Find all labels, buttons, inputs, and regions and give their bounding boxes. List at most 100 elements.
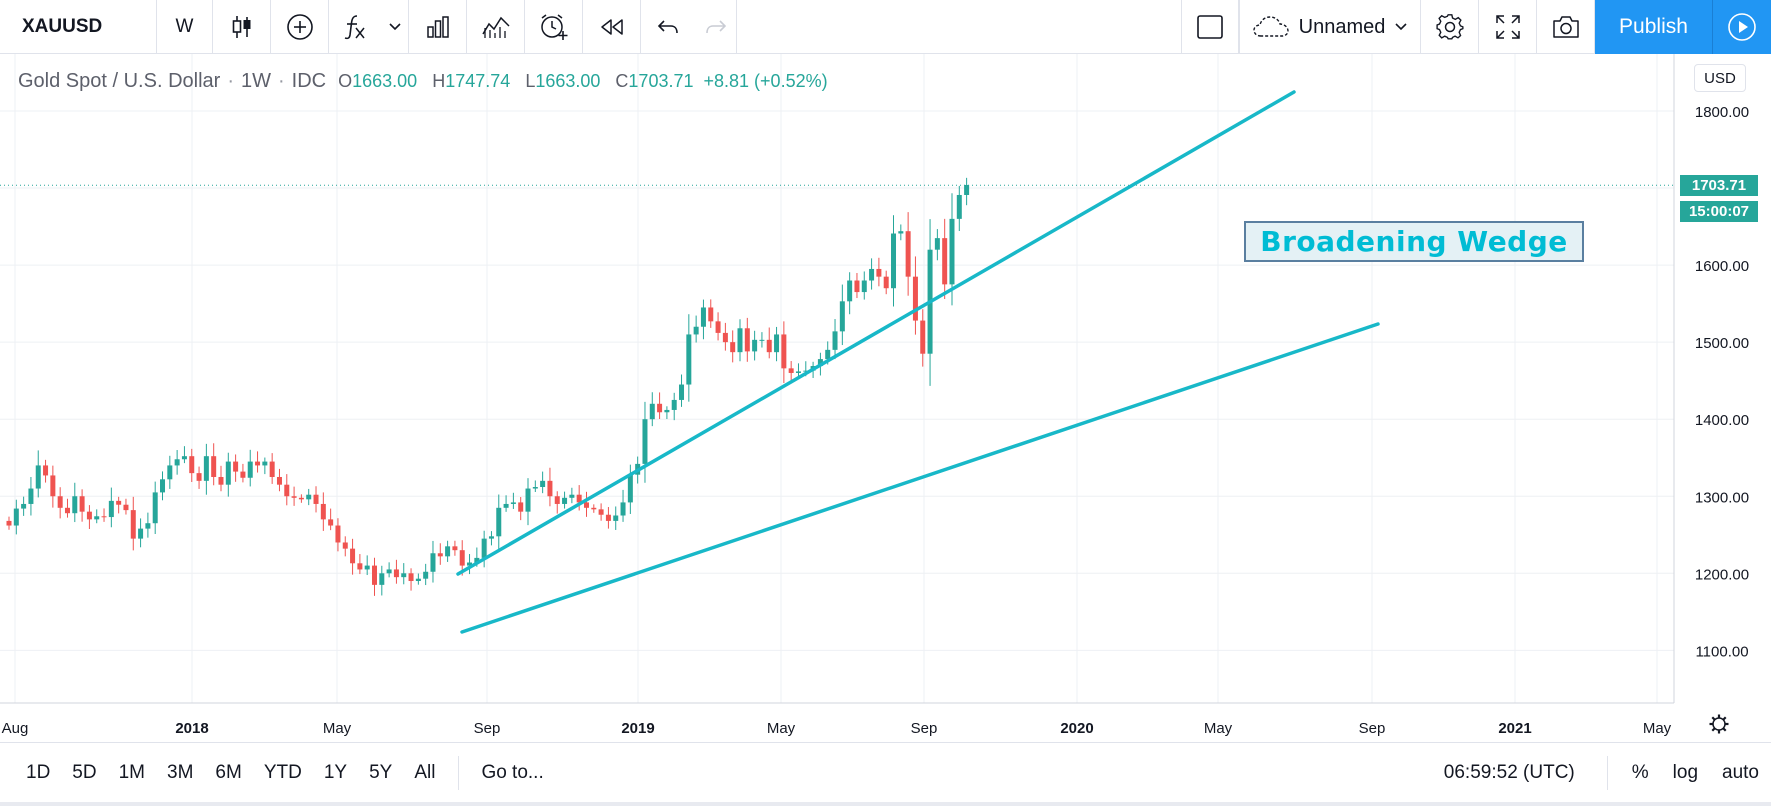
axis-settings-gear-icon <box>1711 716 1716 721</box>
candle-body <box>942 238 948 285</box>
function-icon <box>344 15 365 40</box>
candle-body <box>108 500 114 518</box>
snapshot-button[interactable] <box>1537 0 1595 54</box>
x-tick-label: 2020 <box>1060 720 1093 737</box>
publish-button[interactable]: Publish <box>1595 0 1713 54</box>
candle-body <box>94 516 100 520</box>
candle-body <box>335 525 341 543</box>
financials-button[interactable] <box>409 0 467 54</box>
range-1m-button[interactable]: 1M <box>118 761 145 783</box>
candle-body <box>861 280 867 293</box>
candle-body <box>181 456 187 460</box>
candlestick-icon <box>232 16 250 38</box>
candle-body <box>138 528 144 539</box>
price-chart[interactable]: 1100.00 1200.00 1300.00 1400.00 1500.00 1600.… <box>0 54 1771 742</box>
range-ytd-button[interactable]: YTD <box>263 761 302 783</box>
chart-area[interactable]: 1100.00 1200.00 1300.00 1400.00 1500.00 1600.… <box>0 54 1771 742</box>
range-1d-button[interactable]: 1D <box>26 761 51 783</box>
broadening-wedge-annotation[interactable]: Broadening Wedge <box>1244 221 1584 262</box>
settings-button[interactable] <box>1421 0 1479 54</box>
utc-clock[interactable]: 06:59:52 (UTC) <box>1443 761 1575 783</box>
alarm-plus-icon <box>540 14 567 40</box>
candle-body <box>510 502 516 504</box>
log-scale-toggle[interactable]: log <box>1672 761 1699 783</box>
legend-close-value: 1703.71 <box>628 71 694 91</box>
candle-body <box>474 557 480 563</box>
candle-body <box>554 496 560 504</box>
candle-body <box>247 461 253 478</box>
indicators-button[interactable] <box>329 0 381 54</box>
candle-body <box>50 475 56 497</box>
indicators-dropdown[interactable] <box>381 0 409 54</box>
range-all-button[interactable]: All <box>414 761 436 783</box>
candle-body <box>715 321 721 333</box>
redo-icon <box>705 20 726 34</box>
candle-body <box>13 508 19 526</box>
x-tick-label: Sep <box>911 720 938 737</box>
camera-icon <box>1552 16 1579 38</box>
x-tick-label: May <box>767 720 796 737</box>
legend-low-label: L <box>525 71 536 91</box>
layout-name-button[interactable]: Unnamed <box>1239 0 1421 54</box>
range-5y-button[interactable]: 5Y <box>369 761 393 783</box>
candle-body <box>57 496 63 508</box>
candle-body <box>328 519 334 526</box>
range-5d-button[interactable]: 5D <box>72 761 97 783</box>
x-tick-label: 2018 <box>175 720 208 737</box>
candle-body <box>203 456 209 481</box>
candle-body <box>255 461 261 466</box>
candle-body <box>547 480 553 497</box>
alert-button[interactable] <box>525 0 583 54</box>
range-6m-button[interactable]: 6M <box>215 761 242 783</box>
candle-body <box>700 307 706 327</box>
bar-countdown-tag: 15:00:07 <box>1680 201 1758 222</box>
candle-body <box>415 578 421 582</box>
auto-scale-toggle[interactable]: auto <box>1722 761 1759 783</box>
x-tick-label: Aug <box>2 720 29 737</box>
fullscreen-button[interactable] <box>1479 0 1537 54</box>
chevron-down-icon <box>388 23 401 31</box>
publish-options-button[interactable] <box>1713 0 1771 54</box>
candle-body <box>825 349 831 360</box>
chart-background <box>0 54 1771 742</box>
percent-scale-toggle[interactable]: % <box>1631 761 1649 783</box>
legend-separator: · <box>277 70 285 92</box>
compare-button[interactable] <box>467 0 525 54</box>
goto-button[interactable]: Go to... <box>481 761 544 783</box>
candle-body <box>218 476 224 485</box>
candle-body <box>459 550 465 566</box>
legend-symbol-name[interactable]: Gold Spot / U.S. Dollar <box>18 70 221 92</box>
candle-body <box>481 538 487 558</box>
bottom-strip <box>0 802 1771 806</box>
range-1y-button[interactable]: 1Y <box>323 761 348 783</box>
y-tick-label: 1200.00 <box>1695 566 1749 583</box>
candle-body <box>883 276 889 289</box>
candle-body <box>518 502 524 512</box>
currency-badge[interactable]: USD <box>1694 64 1746 92</box>
candle-body <box>123 504 129 511</box>
chart-style-button[interactable] <box>213 0 271 54</box>
candle-body <box>847 280 853 302</box>
symbol-search-button[interactable]: XAUUSD <box>0 0 157 54</box>
redo-button[interactable] <box>695 0 737 54</box>
compare-add-button[interactable] <box>271 0 329 54</box>
candle-body <box>503 503 509 508</box>
range-3m-button[interactable]: 3M <box>167 761 194 783</box>
candle-body <box>752 339 758 352</box>
candle-body <box>891 233 897 289</box>
candle-body <box>372 565 377 585</box>
chevron-down-icon <box>1395 23 1407 31</box>
interval-button[interactable]: W <box>157 0 213 54</box>
select-layout-button[interactable] <box>1181 0 1239 54</box>
x-tick-label: May <box>323 720 352 737</box>
candle-body <box>211 456 217 477</box>
candle-body <box>854 280 860 293</box>
undo-button[interactable] <box>641 0 695 54</box>
legend-change: +8.81 (+0.52%) <box>703 71 828 91</box>
replay-button[interactable] <box>583 0 641 54</box>
candle-body <box>591 507 597 510</box>
candle-body <box>189 456 195 474</box>
candle-body <box>6 520 12 526</box>
candle-body <box>613 515 619 521</box>
candle-body <box>774 334 780 353</box>
